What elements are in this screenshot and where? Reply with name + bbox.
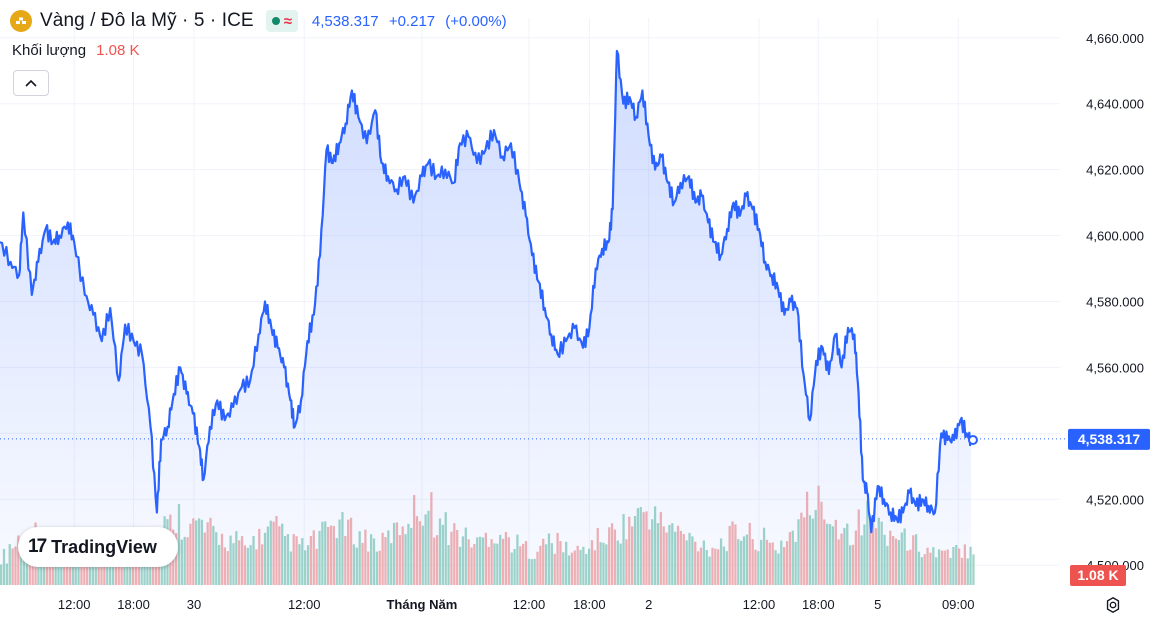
volume-value: 1.08 K	[96, 42, 140, 59]
logo-mark: 17	[28, 536, 47, 557]
time-axis[interactable]: 12:00 18:00 30 12:00 Tháng Năm 12:00 18:00 2 12:…	[58, 597, 975, 612]
settings-button[interactable]	[1102, 594, 1124, 616]
x-tick-label: 18:00	[117, 597, 150, 612]
volume-badge-text: 1.08 K	[1077, 567, 1118, 583]
x-tick-label: 12:00	[513, 597, 546, 612]
y-tick-label: 4,520.000	[1086, 492, 1144, 507]
symbol-title[interactable]: Vàng / Đô la Mỹ · 5 · ICE	[40, 10, 254, 31]
x-tick-label: 18:00	[802, 597, 835, 612]
tradingview-logo[interactable]: 17 TradingView	[18, 527, 178, 567]
x-tick-label: 12:00	[743, 597, 776, 612]
x-tick-label: 5	[874, 597, 881, 612]
volume-label: Khối lượng	[12, 42, 87, 59]
price-badge: 4,538.317	[1068, 428, 1150, 450]
price-area-fill	[0, 51, 971, 585]
y-tick-label: 4,580.000	[1086, 295, 1144, 310]
market-status-dot-icon	[271, 17, 280, 25]
x-tick-label: 09:00	[942, 597, 975, 612]
chevron-up-icon	[25, 79, 37, 87]
y-tick-label: 4,620.000	[1086, 163, 1144, 178]
y-tick-label: 4,640.000	[1086, 97, 1144, 112]
gear-icon	[1106, 596, 1120, 614]
price-info: 4,538.317 +0.217 (+0.00%)	[312, 13, 513, 30]
market-status-pill[interactable]: ≈	[265, 10, 298, 32]
wave-icon: ≈	[283, 12, 292, 30]
price-badge-text: 4,538.317	[1078, 431, 1140, 447]
x-tick-label: Tháng Năm	[386, 597, 457, 612]
price-line	[0, 49, 973, 534]
logo-text: TradingView	[51, 536, 157, 557]
volume-bar	[972, 554, 975, 585]
volume-badge: 1.08 K	[1070, 565, 1126, 586]
price-change: +0.217	[388, 12, 436, 30]
gold-coin-icon[interactable]	[10, 10, 32, 32]
y-tick-label: 4,660.000	[1086, 31, 1144, 46]
symbol-header: Vàng / Đô la Mỹ · 5 · ICE ≈ 4,538.317 +0…	[10, 8, 513, 34]
last-price-dot	[967, 434, 978, 445]
x-tick-label: 30	[187, 597, 201, 612]
price-change-pct: (+0.00%)	[445, 12, 507, 30]
x-tick-label: 18:00	[573, 597, 606, 612]
y-tick-label: 4,560.000	[1086, 360, 1144, 375]
x-tick-label: 2	[645, 597, 652, 612]
y-tick-label: 4,600.000	[1086, 229, 1144, 244]
x-tick-label: 12:00	[58, 597, 91, 612]
x-tick-label: 12:00	[288, 597, 321, 612]
price-axis[interactable]: 4,500.0004,520.0004,540.0004,560.0004,58…	[1086, 31, 1144, 573]
last-price: 4,538.317	[311, 12, 379, 30]
volume-legend: Khối lượng 1.08 K	[12, 42, 139, 59]
collapse-legend-button[interactable]	[13, 70, 49, 96]
